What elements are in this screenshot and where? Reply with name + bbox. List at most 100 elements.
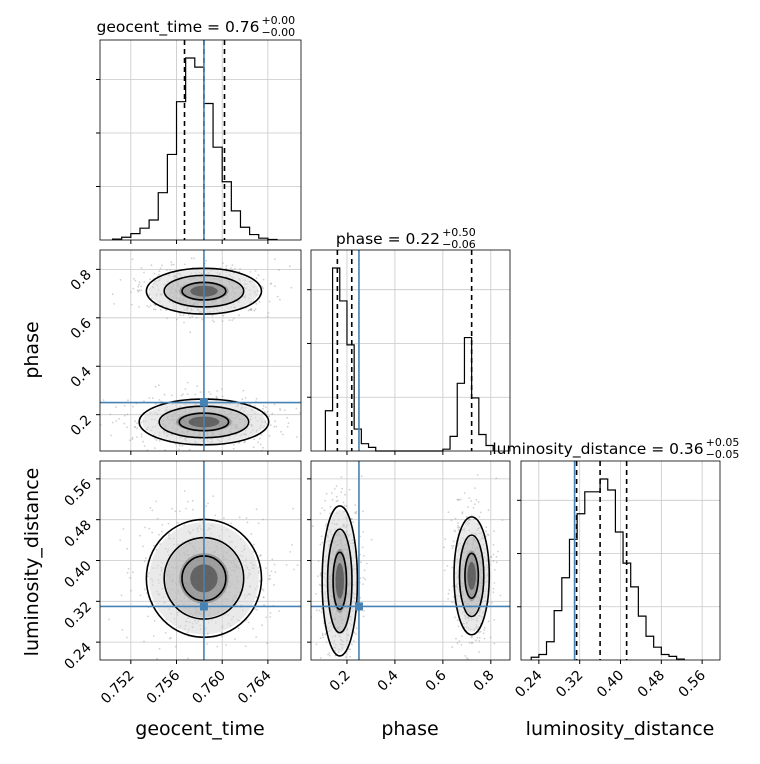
sample-point — [364, 578, 367, 581]
sample-point — [342, 501, 345, 504]
sample-point — [492, 560, 495, 562]
sample-point — [161, 530, 163, 533]
sample-point — [286, 416, 288, 419]
sample-point — [178, 510, 181, 513]
sample-point — [350, 518, 353, 520]
sample-point — [137, 285, 140, 288]
sample-point — [490, 556, 493, 558]
sample-point — [123, 422, 126, 425]
sample-point — [478, 640, 481, 642]
sample-point — [296, 564, 299, 567]
sample-point — [199, 391, 202, 393]
sample-point — [497, 550, 499, 553]
sample-point — [443, 546, 445, 549]
sample-point — [495, 477, 498, 480]
sample-point — [321, 607, 323, 610]
sample-point — [193, 257, 196, 260]
sample-point — [448, 589, 451, 591]
sample-point — [215, 395, 218, 398]
sample-point — [220, 631, 223, 634]
sample-point — [269, 578, 272, 580]
sample-point — [154, 308, 157, 311]
sample-point — [476, 636, 479, 639]
sample-point — [345, 455, 347, 457]
sample-point — [140, 285, 142, 288]
sample-point — [115, 406, 117, 408]
sample-point — [293, 568, 295, 571]
sample-point — [221, 320, 224, 322]
x-tick-label: 0.752 — [98, 668, 138, 708]
sample-point — [257, 522, 260, 525]
sample-point — [323, 509, 326, 512]
sample-point — [184, 388, 187, 390]
sample-point — [273, 258, 276, 260]
sample-point — [489, 636, 492, 639]
sample-point — [344, 656, 347, 658]
sample-point — [134, 279, 137, 282]
sample-point — [178, 312, 181, 315]
sample-point — [458, 526, 461, 529]
sample-point — [245, 517, 248, 519]
sample-point — [325, 523, 328, 526]
sample-point — [275, 425, 278, 428]
sample-point — [118, 418, 120, 420]
sample-point — [225, 644, 228, 646]
sample-point — [195, 316, 198, 319]
panel-title: luminosity_distance = 0.36 +0.05−0.05 — [492, 436, 739, 461]
sample-point — [471, 641, 474, 644]
sample-point — [170, 263, 173, 266]
sample-point — [457, 522, 460, 525]
contour-line — [464, 552, 480, 600]
sample-point — [361, 546, 364, 549]
contour-line — [321, 505, 359, 657]
luminosity-distance-steps — [530, 478, 685, 660]
sample-point — [295, 407, 298, 410]
sample-point — [242, 389, 245, 392]
truth-marker — [199, 602, 208, 611]
sample-point — [335, 495, 338, 498]
sample-point — [180, 394, 183, 397]
sample-point — [130, 589, 132, 592]
sample-point — [158, 399, 161, 401]
sample-point — [142, 440, 145, 443]
sample-point — [317, 575, 319, 578]
sample-point — [492, 587, 495, 590]
sample-point — [490, 555, 492, 558]
sample-point — [333, 488, 336, 490]
sample-point — [136, 422, 139, 425]
sample-point — [286, 425, 289, 428]
sample-point — [254, 308, 257, 310]
panel-frame — [310, 249, 511, 452]
sample-point — [465, 515, 468, 518]
sample-point — [252, 551, 255, 553]
sample-point — [265, 567, 267, 569]
title-upper-error: +0.50 — [442, 226, 476, 239]
sample-point — [485, 530, 487, 533]
sample-point — [311, 525, 314, 528]
sample-point — [483, 637, 486, 640]
sample-point — [172, 263, 175, 266]
sample-point — [140, 421, 143, 424]
sample-point — [315, 593, 317, 595]
sample-point — [468, 641, 471, 644]
sample-point — [451, 566, 454, 569]
sample-point — [460, 644, 463, 646]
sample-point — [221, 388, 223, 390]
sample-point — [153, 308, 155, 311]
sample-point — [334, 669, 336, 671]
y-tick-label: 0.40 — [61, 558, 94, 591]
sample-point — [183, 263, 186, 266]
sample-point — [465, 657, 468, 659]
sample-point — [244, 645, 247, 648]
sample-point — [354, 504, 357, 506]
sample-point — [454, 517, 457, 520]
sample-point — [221, 635, 223, 637]
x-tick-label: 0.4 — [375, 667, 402, 694]
sample-point — [328, 652, 331, 654]
sample-point — [132, 287, 135, 290]
sample-point — [124, 414, 126, 417]
sample-point — [495, 555, 498, 558]
sample-point — [138, 306, 140, 308]
sample-point — [115, 420, 118, 422]
sample-point — [205, 259, 207, 262]
